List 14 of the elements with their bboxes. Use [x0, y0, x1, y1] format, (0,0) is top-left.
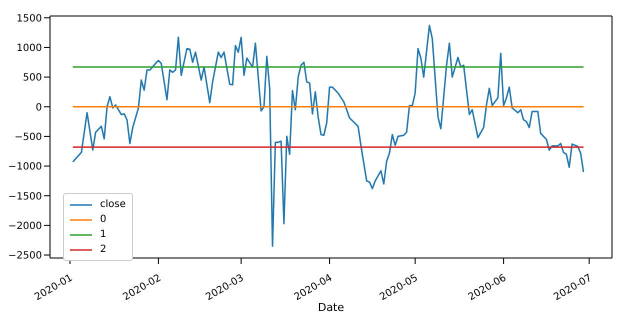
x-axis-title: Date: [318, 301, 344, 314]
legend-label: close: [100, 198, 126, 212]
y-tick-label: 0: [36, 102, 42, 114]
legend-label: 1: [100, 228, 106, 242]
legend-label: 0: [100, 213, 106, 227]
y-tick-label: −500: [14, 132, 42, 143]
y-tick-label: −2000: [8, 220, 42, 232]
y-tick-label: 500: [22, 72, 42, 84]
y-tick-label: 1000: [16, 42, 42, 54]
y-tick-label: 1500: [16, 13, 42, 24]
legend-label: 2: [100, 243, 106, 257]
y-tick-label: −2500: [8, 250, 42, 262]
y-tick-label: −1000: [8, 162, 42, 173]
y-tick-label: −1500: [8, 191, 42, 202]
